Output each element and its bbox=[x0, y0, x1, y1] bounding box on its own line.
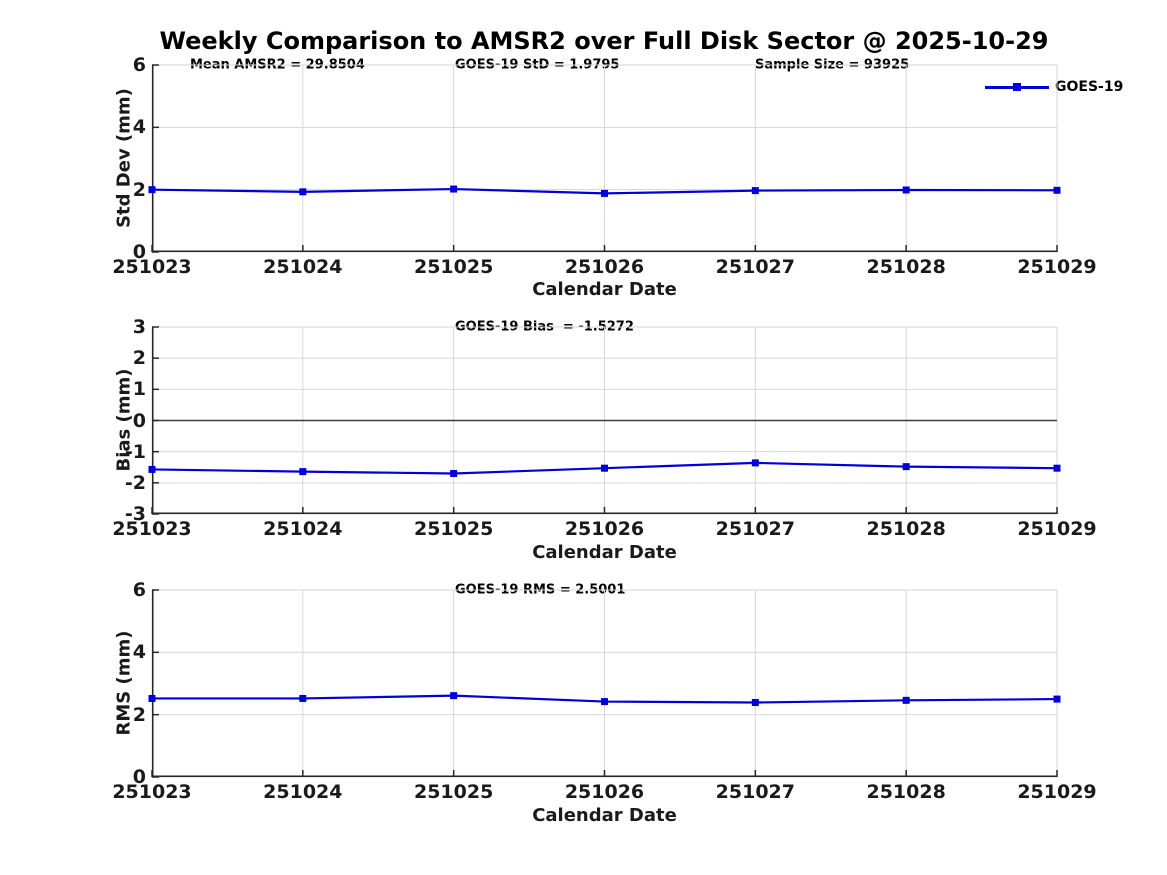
legend-marker-icon bbox=[1013, 83, 1021, 91]
stddev-x-axis-label: Calendar Date bbox=[532, 279, 677, 300]
x-tick-label: 251026 bbox=[564, 256, 645, 278]
y-tick-label: 2 bbox=[132, 703, 146, 726]
x-tick-label: 251027 bbox=[715, 256, 795, 278]
y-tick-label: 0 bbox=[132, 409, 146, 432]
y-tick-label: 6 bbox=[132, 54, 146, 76]
x-tick-label: 251026 bbox=[564, 781, 645, 803]
y-tick-label: 0 bbox=[132, 241, 146, 263]
x-tick-label: 251025 bbox=[413, 518, 494, 540]
x-tick-label: 251025 bbox=[413, 781, 494, 803]
bias-chart bbox=[148, 326, 1061, 515]
bias-x-axis-label: Calendar Date bbox=[532, 542, 677, 563]
x-tick-label: 251029 bbox=[1017, 256, 1097, 278]
x-tick-label: 251028 bbox=[866, 256, 946, 278]
y-tick-label: 3 bbox=[132, 316, 146, 338]
y-tick-label: 2 bbox=[132, 178, 146, 201]
y-tick-label: -2 bbox=[124, 471, 146, 494]
y-tick-label: 1 bbox=[132, 378, 146, 401]
figure-title: Weekly Comparison to AMSR2 over Full Dis… bbox=[159, 27, 1049, 55]
x-tick-label: 251023 bbox=[112, 256, 192, 278]
y-tick-label: 2 bbox=[132, 347, 146, 370]
x-tick-label: 251023 bbox=[112, 781, 192, 803]
x-tick-label: 251027 bbox=[715, 781, 795, 803]
x-tick-label: 251025 bbox=[413, 256, 494, 278]
y-tick-label: 6 bbox=[132, 579, 146, 601]
y-tick-label: 4 bbox=[132, 116, 146, 139]
rms-chart bbox=[148, 589, 1061, 778]
y-tick-label: 4 bbox=[132, 641, 146, 664]
x-tick-label: 251029 bbox=[1017, 518, 1097, 540]
x-tick-label: 251029 bbox=[1017, 781, 1097, 803]
x-tick-label: 251026 bbox=[564, 518, 645, 540]
x-tick-label: 251028 bbox=[866, 781, 946, 803]
stddev-y-axis-label: Std Dev (mm) bbox=[113, 88, 135, 228]
y-tick-label: 0 bbox=[132, 766, 146, 788]
x-tick-label: 251024 bbox=[263, 518, 343, 540]
rms-x-axis-label: Calendar Date bbox=[532, 805, 677, 826]
x-tick-label: 251024 bbox=[263, 256, 343, 278]
x-tick-label: 251027 bbox=[715, 518, 795, 540]
x-tick-label: 251024 bbox=[263, 781, 343, 803]
x-tick-label: 251023 bbox=[112, 518, 192, 540]
stddev-chart bbox=[148, 64, 1061, 253]
y-tick-label: -1 bbox=[124, 440, 146, 463]
y-tick-label: -3 bbox=[124, 503, 146, 525]
legend-label: GOES-19 bbox=[1055, 79, 1124, 95]
x-tick-label: 251028 bbox=[866, 518, 946, 540]
